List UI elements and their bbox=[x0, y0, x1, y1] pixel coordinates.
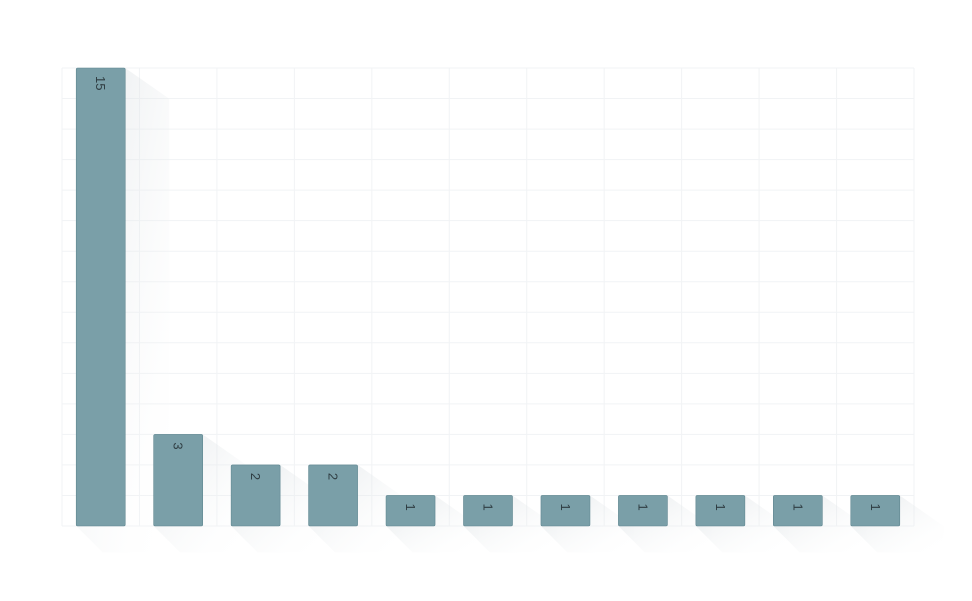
bar-shadow bbox=[76, 68, 170, 553]
bar bbox=[308, 464, 358, 527]
value-label: 1 bbox=[790, 503, 805, 510]
value-label: 1 bbox=[868, 503, 883, 510]
bar bbox=[385, 495, 436, 527]
value-label: 2 bbox=[248, 473, 263, 480]
value-label: 1 bbox=[481, 503, 496, 510]
bar bbox=[540, 495, 591, 527]
bar bbox=[75, 67, 126, 527]
value-label: 15 bbox=[93, 76, 108, 90]
bar-shadow bbox=[463, 495, 557, 553]
value-labels: 15 3 2 2 1 1 1 1 1 1 1 bbox=[93, 76, 883, 511]
bar bbox=[773, 495, 823, 527]
value-label: 1 bbox=[558, 503, 573, 510]
bar-shadow bbox=[153, 434, 247, 553]
bar bbox=[618, 495, 668, 527]
bar-shadow bbox=[308, 464, 402, 553]
value-label: 1 bbox=[635, 503, 650, 510]
bar-shadow bbox=[695, 495, 789, 553]
bar-shadows bbox=[76, 68, 944, 553]
value-label: 3 bbox=[171, 442, 186, 449]
bar bbox=[695, 495, 746, 527]
value-label: 1 bbox=[403, 503, 418, 510]
bars bbox=[75, 67, 901, 527]
bar-shadow bbox=[773, 495, 867, 553]
bar-shadow bbox=[850, 495, 944, 553]
value-label: 1 bbox=[713, 503, 728, 510]
value-label: 2 bbox=[326, 473, 341, 480]
bar-shadow bbox=[386, 495, 480, 553]
bar-shadow bbox=[540, 495, 634, 553]
bar bbox=[153, 434, 203, 527]
bar bbox=[463, 495, 513, 527]
bar-shadow bbox=[618, 495, 712, 553]
bar bbox=[850, 495, 901, 527]
bar-shadow bbox=[231, 464, 325, 553]
bar bbox=[230, 464, 281, 527]
